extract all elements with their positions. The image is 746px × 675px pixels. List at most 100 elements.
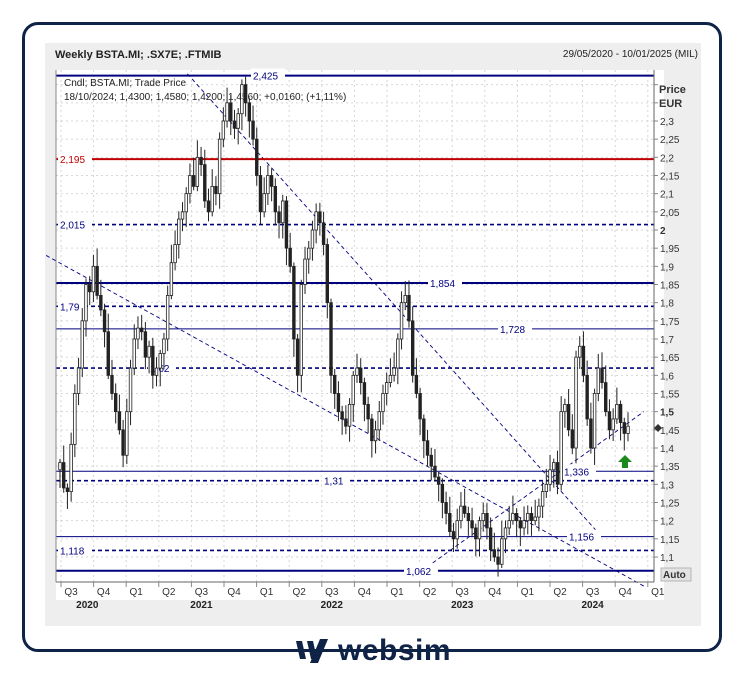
auto-scale-button-bg[interactable] <box>660 567 692 582</box>
candle-body <box>165 294 170 340</box>
candle-body <box>91 265 96 293</box>
candle-body <box>65 487 70 493</box>
candle-body <box>481 513 485 522</box>
level-label: 1,336 <box>564 467 589 478</box>
level-label-bg <box>567 529 601 543</box>
candle-body <box>615 403 619 420</box>
candle-body <box>336 393 341 413</box>
candle-body <box>325 244 329 304</box>
candle-body <box>340 411 344 420</box>
candle-body <box>80 320 84 369</box>
candle-body <box>548 469 552 485</box>
level-label: 1,728 <box>500 325 525 336</box>
x-quarter-label: Q2 <box>162 587 176 598</box>
x-year-label: 2021 <box>190 600 213 611</box>
candle-body <box>485 513 489 529</box>
y-tick-label: 2 <box>660 226 666 237</box>
y-tick-label: 1,2 <box>660 517 674 528</box>
candle-body <box>466 513 471 522</box>
candle-body <box>522 520 526 529</box>
y-tick-label: 1,5 <box>660 408 674 419</box>
candle-body <box>247 102 252 122</box>
candle-body <box>158 353 162 369</box>
level-label-bg <box>58 543 92 557</box>
candles <box>58 76 630 577</box>
candle-body <box>58 462 62 471</box>
candle-body <box>154 367 159 376</box>
candle-body <box>347 403 352 427</box>
candle-body <box>184 193 188 213</box>
candle-body <box>414 374 419 394</box>
candle-body <box>503 527 508 540</box>
candle-body <box>281 200 285 224</box>
candle-body <box>236 113 240 129</box>
candle-body <box>255 138 259 176</box>
candle-body <box>73 393 77 445</box>
level-label: 1,79 <box>60 302 80 313</box>
candle-body <box>444 502 448 514</box>
candle-body <box>128 367 133 413</box>
candle-body <box>422 418 426 442</box>
candle-body <box>418 393 422 420</box>
level-label-bg <box>498 321 532 335</box>
level-label: 1,854 <box>430 279 455 290</box>
candle-body <box>589 418 593 449</box>
candle-body <box>384 382 389 394</box>
x-quarter-label: Q2 <box>423 587 437 598</box>
y-tick-label: 1,1 <box>660 553 674 564</box>
candle-body <box>232 120 237 129</box>
x-year-label: 2022 <box>321 600 344 611</box>
candle-body <box>537 505 541 518</box>
candle-body <box>351 374 355 405</box>
candle-body <box>359 367 363 384</box>
candle-body <box>214 185 218 195</box>
x-quarter-label: Q3 <box>64 587 78 598</box>
level-label-bg <box>251 68 285 82</box>
candle-body <box>607 411 612 431</box>
y-tick-label: 1,4 <box>660 444 674 455</box>
candle-body <box>69 443 73 493</box>
y-tick-label: 1,55 <box>660 390 680 401</box>
candle-body <box>366 403 370 420</box>
auto-scale-button[interactable]: Auto <box>663 570 686 581</box>
up-arrow-icon <box>618 455 632 468</box>
x-quarter-label: Q2 <box>293 587 307 598</box>
date-range: 29/05/2020 - 10/01/2025 (MIL) <box>562 49 698 60</box>
candle-body <box>266 175 270 195</box>
level-label-bg <box>58 152 92 166</box>
y-tick-label: 1,65 <box>660 353 680 364</box>
candle-body <box>559 411 563 485</box>
y-tick-label: 2,05 <box>660 208 680 219</box>
candle-body <box>121 429 125 456</box>
level-label-bg <box>428 276 462 290</box>
y-tick-label: 1,35 <box>660 462 680 473</box>
candle-body <box>574 356 578 449</box>
level-label-bg <box>58 299 86 313</box>
x-quarter-label: Q1 <box>651 587 665 598</box>
candle-body <box>377 411 381 431</box>
chart-title: Weekly BSTA.MI; .SX7E; .FTMIB <box>55 49 222 61</box>
candle-body <box>62 462 66 489</box>
candle-body <box>132 338 136 369</box>
candle-body <box>147 345 151 358</box>
candle-body <box>518 520 523 529</box>
candle-body <box>373 429 378 442</box>
brand-name: websim <box>338 634 452 667</box>
candle-body <box>477 520 482 540</box>
candle-body <box>611 418 615 431</box>
candle-body <box>470 520 474 529</box>
candle-body <box>455 520 459 540</box>
candle-body <box>307 247 311 260</box>
candle-body <box>578 345 582 358</box>
candle-body <box>262 193 266 213</box>
candle-body <box>84 284 88 322</box>
candle-body <box>496 556 500 565</box>
candle-body <box>117 411 122 431</box>
y-tick-label: 2,25 <box>660 135 680 146</box>
candle-body <box>87 284 92 293</box>
candle-body <box>407 294 411 322</box>
candle-body <box>396 338 400 369</box>
x-quarter-label: Q4 <box>358 587 372 598</box>
candle-body <box>180 211 185 220</box>
candle-body <box>540 491 545 507</box>
